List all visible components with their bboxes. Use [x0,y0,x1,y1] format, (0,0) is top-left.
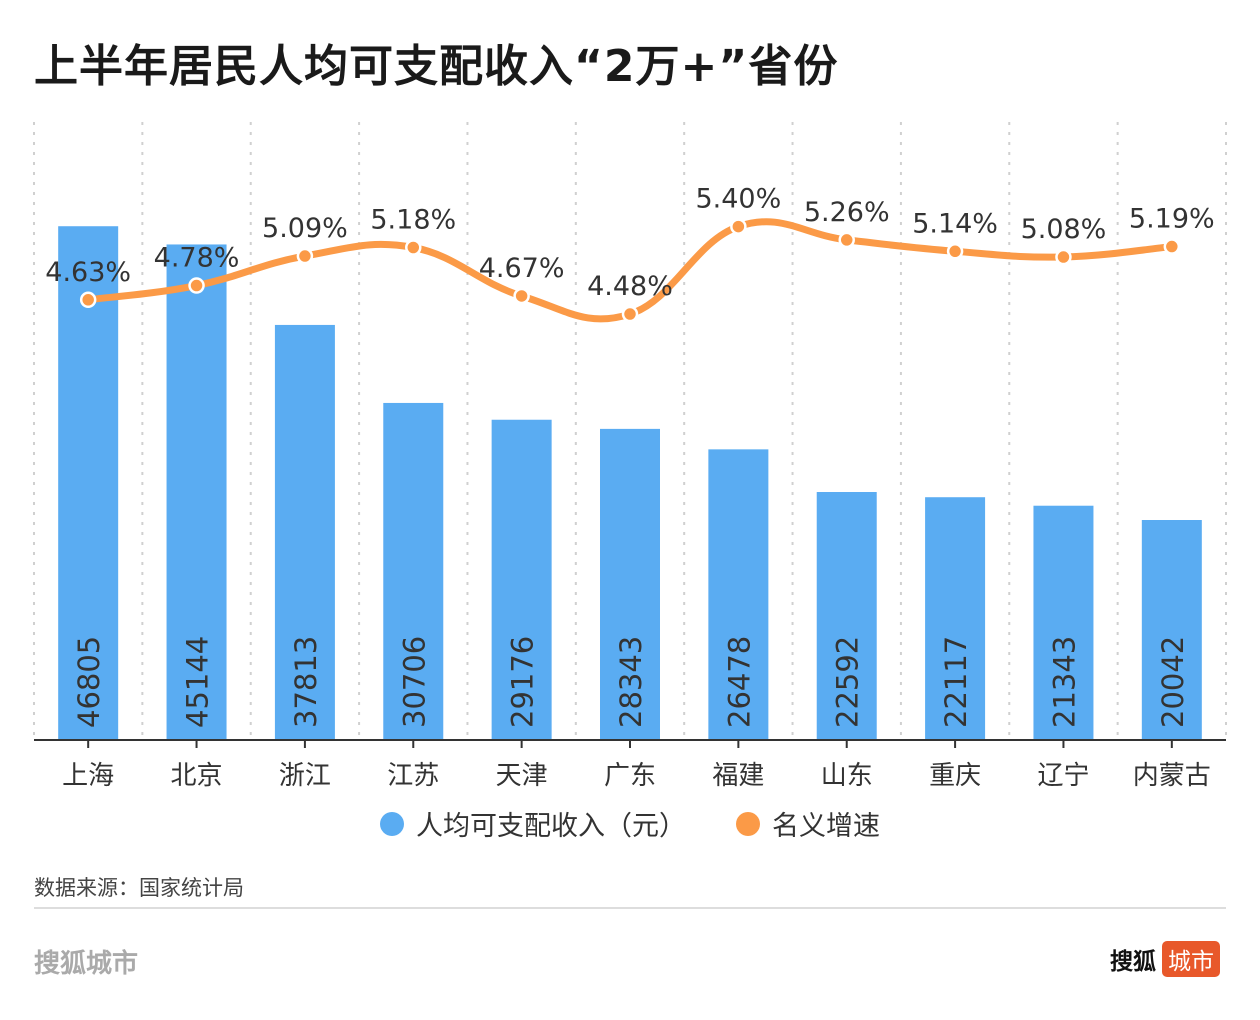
brand-logo: 搜狐 城市 [1110,941,1220,977]
growth-point [188,277,205,294]
growth-point [946,243,964,260]
brand-watermark: 搜狐城市 [34,949,139,979]
x-tick-label: 上海 [62,761,114,791]
growth-point [513,287,530,305]
legend-swatch-bar [380,811,404,836]
growth-label: 5.40% [695,184,781,215]
growth-label: 4.48% [587,271,673,302]
x-tick-label: 江苏 [387,761,439,791]
bar [274,324,335,740]
growth-point [730,218,747,235]
x-tick-label: 福建 [712,761,764,791]
x-tick-label: 天津 [496,761,548,791]
bar-value-label: 37813 [289,636,323,728]
growth-point [79,291,97,309]
x-tick-label: 山东 [821,761,873,791]
source-note: 数据来源：国家统计局 [34,876,244,900]
bar [58,226,119,740]
growth-point [1163,238,1181,255]
bar [925,497,986,740]
x-tick-label: 北京 [171,761,223,791]
bar [166,244,227,740]
bar [491,419,552,740]
bar-value-label: 28343 [614,636,648,728]
bar-value-label: 29176 [506,636,540,728]
legend-label: 名义增速 [772,811,880,842]
growth-label: 5.26% [804,197,890,228]
chart-title: 上半年居民人均可支配收入“2万+”省份 [34,41,839,92]
bar [708,449,769,740]
x-tick-label: 辽宁 [1037,761,1089,791]
bar-value-label: 30706 [397,636,431,728]
growth-point [296,247,314,265]
x-tick-label: 内蒙古 [1133,761,1211,791]
bar-value-label: 22117 [939,636,973,728]
x-tick-label: 浙江 [279,761,331,791]
growth-label: 5.09% [262,213,348,244]
bar [1141,520,1202,740]
bar-value-label: 26478 [722,636,756,728]
growth-point [1055,248,1072,266]
growth-label: 5.18% [370,205,456,236]
growth-point [405,239,422,256]
bar [600,428,660,740]
chart: 46805 45144 37813 30706 29176 28343 26478 22592… [33,122,1227,791]
growth-label: 5.08% [1021,214,1107,245]
bar-value-label: 46805 [72,636,106,728]
bar-value-label: 22592 [831,636,865,728]
bar-value-label: 20042 [1156,636,1190,728]
legend-item-income[interactable]: 人均可支配收入（元） [380,804,686,843]
bar-value-label: 45144 [181,636,215,728]
growth-label: 5.19% [1129,204,1215,235]
brand-name: 搜狐 [1110,949,1156,975]
growth-label: 4.78% [154,243,240,274]
bar [816,492,877,740]
legend-swatch-line [736,811,760,836]
growth-label: 4.67% [479,253,565,284]
bar [383,402,444,740]
x-tick-label: 重庆 [929,761,981,791]
bar [1033,505,1094,740]
divider [34,907,1226,909]
growth-point [621,305,639,323]
growth-label: 5.14% [912,208,998,239]
growth-point [838,231,855,249]
legend-item-growth[interactable]: 名义增速 [736,804,880,843]
bar-value-label: 21343 [1047,636,1081,728]
legend-label: 人均可支配收入（元） [416,811,686,842]
legend: 人均可支配收入（元） 名义增速 [0,804,1260,843]
x-tick-label: 广东 [604,761,656,791]
growth-label: 4.63% [45,257,131,288]
brand-tag: 城市 [1162,941,1220,977]
